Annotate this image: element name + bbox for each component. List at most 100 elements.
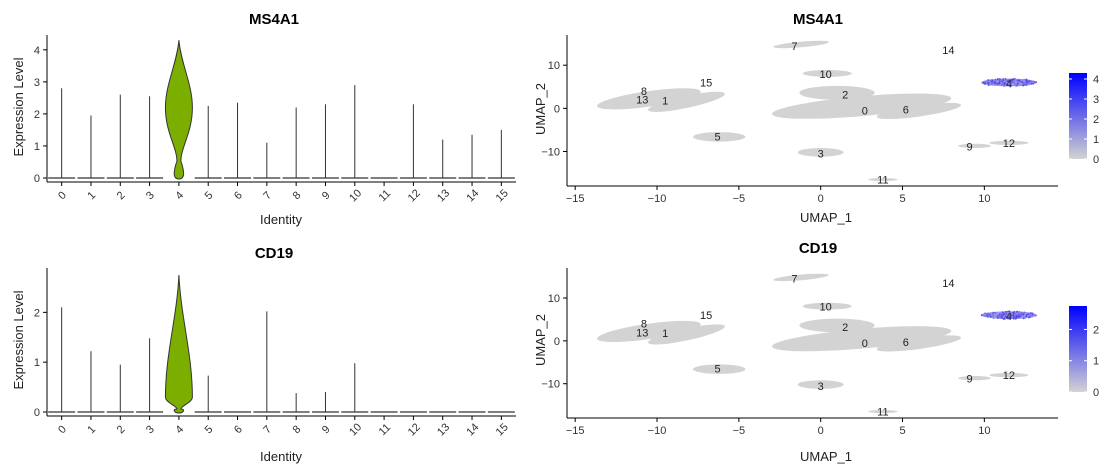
cluster-label-3: 3 [818, 149, 824, 161]
cluster-label-14: 14 [942, 278, 954, 290]
cell-point [992, 81, 995, 84]
cell-point [1021, 313, 1024, 316]
cluster-label-10: 10 [819, 69, 831, 81]
x-tick-label: −5 [733, 425, 746, 437]
cell-point [1017, 315, 1020, 318]
cell-point [1022, 84, 1025, 87]
cluster-label-4: 4 [1006, 78, 1012, 90]
colorbar-tick-label: 3 [1093, 94, 1099, 106]
cell-point [986, 315, 989, 318]
panel-title: MS4A1 [249, 11, 299, 28]
x-tick-label: 2 [115, 189, 128, 202]
cell-point [1024, 81, 1027, 84]
violin-4 [164, 274, 193, 414]
cell-point [1016, 82, 1019, 85]
x-tick-label: 15 [494, 187, 511, 204]
cell-point [1003, 313, 1006, 316]
x-tick-label: 10 [347, 187, 364, 204]
x-tick-label: 1 [85, 189, 98, 202]
x-tick-label: 10 [978, 193, 990, 205]
x-tick-label: 5 [899, 193, 905, 205]
cell-point [1019, 313, 1021, 316]
cell-point [1001, 314, 1003, 317]
x-tick-label: 12 [406, 187, 423, 204]
cluster-blob [802, 69, 852, 77]
y-tick-label: 1 [34, 357, 40, 369]
cluster-blob [989, 140, 1029, 146]
cluster-label-3: 3 [818, 381, 824, 393]
cluster-label-14: 14 [942, 45, 954, 57]
x-tick-label: 4 [173, 423, 186, 436]
cell-point [1005, 313, 1008, 315]
x-tick-label: 9 [320, 423, 333, 436]
cell-point [1009, 313, 1011, 316]
cell-point [1014, 316, 1017, 318]
cluster-label-9: 9 [967, 141, 973, 153]
cell-point [1012, 81, 1014, 84]
x-tick-label: 4 [173, 189, 186, 202]
cluster-blob [648, 324, 725, 345]
cluster-blob [773, 273, 829, 282]
colorbar-tick-label: 4 [1093, 74, 1099, 86]
cell-point [1025, 81, 1028, 84]
cell-point [1010, 78, 1013, 81]
colorbar-tick-label: 0 [1093, 154, 1099, 166]
x-tick-label: 14 [464, 187, 481, 204]
cluster-blob [799, 318, 875, 333]
cell-point [1023, 78, 1025, 81]
cell-point [997, 78, 1000, 81]
cell-point [987, 83, 990, 85]
violin-4 [164, 40, 193, 180]
cell-point [1006, 83, 1009, 86]
cluster-blob [876, 335, 962, 352]
y-tick-label: 3 [34, 77, 40, 89]
x-tick-label: 0 [56, 189, 69, 202]
y-tick-label: 10 [548, 293, 560, 305]
x-tick-label: 11 [377, 188, 394, 205]
x-tick-label: 8 [291, 189, 304, 202]
panel-title: MS4A1 [793, 11, 843, 28]
cell-point [1032, 80, 1035, 83]
x-tick-label: 7 [261, 423, 274, 436]
x-tick-label: 5 [203, 189, 216, 202]
x-tick-label: 10 [978, 425, 990, 437]
cell-point [1027, 80, 1030, 83]
cell-point [991, 313, 994, 315]
cell-point [994, 81, 997, 84]
cell-point [1015, 85, 1018, 87]
colorbar-tick-label: 0 [1093, 387, 1099, 399]
x-tick-label: 3 [144, 189, 157, 202]
cell-point [1002, 78, 1005, 80]
cell-point [1004, 311, 1007, 314]
cell-point [1004, 82, 1006, 84]
cell-point [1010, 312, 1013, 315]
y-tick-label: 0 [34, 407, 40, 419]
x-axis-label: UMAP_1 [800, 210, 852, 225]
cell-point [1005, 78, 1008, 81]
y-tick-label: 0 [34, 173, 40, 185]
cell-point [1031, 315, 1033, 318]
panel-title: CD19 [255, 245, 293, 262]
cell-point [1022, 315, 1025, 318]
cell-point [989, 79, 992, 82]
cluster-label-1: 1 [662, 96, 668, 108]
x-tick-label: −15 [566, 425, 585, 437]
cluster-label-2: 2 [842, 90, 848, 102]
cell-point [1029, 312, 1032, 315]
x-tick-label: 11 [377, 422, 394, 439]
cell-point [1001, 80, 1004, 83]
cluster-label-1: 1 [662, 328, 668, 340]
x-axis-label: Identity [260, 449, 302, 464]
cluster-blob [797, 380, 844, 389]
cell-point [1010, 80, 1013, 83]
cluster-label-11: 11 [877, 175, 888, 187]
cluster-blob [693, 364, 746, 374]
cell-point [1014, 82, 1016, 85]
cluster-label-0: 0 [862, 106, 868, 118]
colorbar-tick-label: 2 [1093, 114, 1099, 126]
cell-point [1003, 85, 1006, 87]
y-axis-label: Expression Level [11, 290, 26, 389]
cell-point [996, 315, 999, 318]
cluster-blob [693, 132, 746, 142]
